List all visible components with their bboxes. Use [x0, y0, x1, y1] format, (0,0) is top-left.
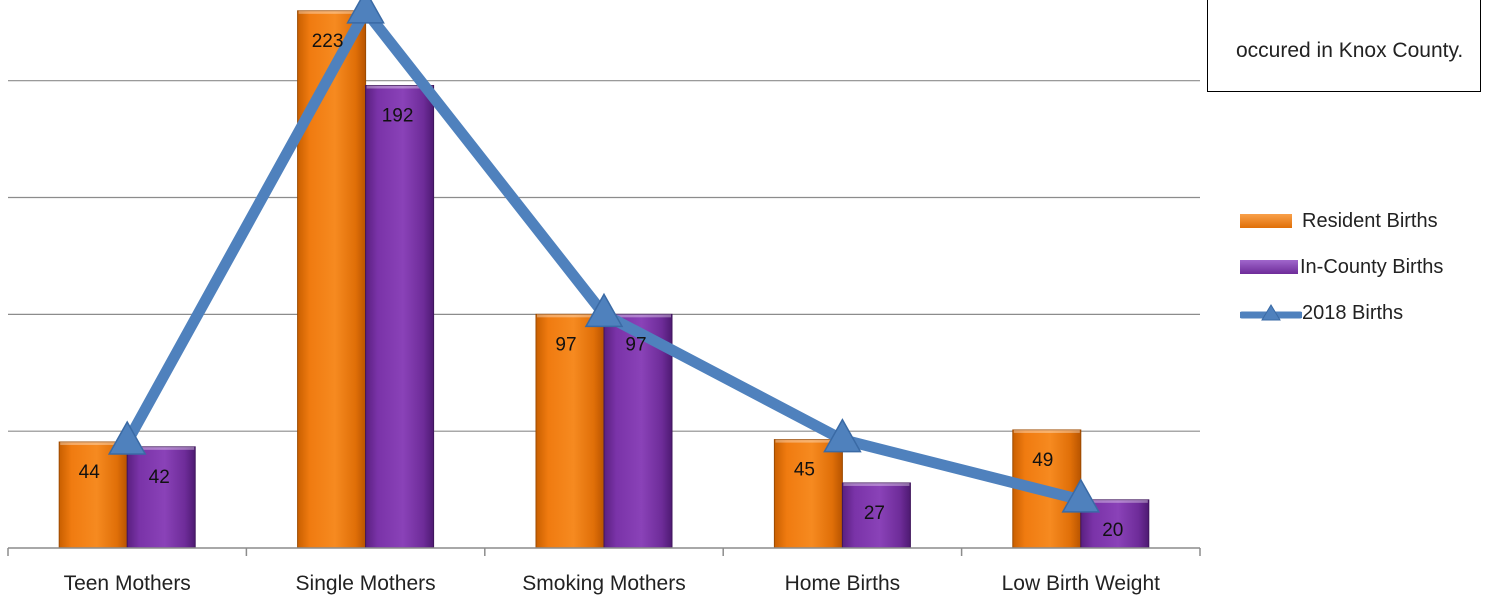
- data-label: 97: [625, 334, 646, 355]
- callout-box: occured in Knox County.: [1207, 0, 1481, 92]
- x-tick-label: Single Mothers: [296, 572, 436, 595]
- callout-text: occured in Knox County.: [1236, 39, 1464, 62]
- data-labels: 44 223 97 45 49 42 192 97 27 20: [79, 31, 1124, 541]
- data-label: 49: [1032, 450, 1053, 471]
- bar-in-county-births: [603, 313, 673, 549]
- x-tick-label: Home Births: [785, 572, 901, 595]
- legend-swatch-orange-bar: [1240, 214, 1292, 228]
- bar-highlight: [843, 482, 910, 486]
- bar-in-county-births: [365, 84, 435, 549]
- legend-item-2018-births: 2018 Births: [1240, 290, 1443, 336]
- data-label: 44: [79, 462, 101, 483]
- legend-swatch-purple-bar: [1240, 260, 1298, 274]
- line-marker-triangle: [584, 292, 624, 328]
- x-tick-label: Teen Mothers: [64, 572, 191, 595]
- legend-label: Resident Births: [1302, 209, 1438, 232]
- bar-in-county-births: [126, 446, 196, 549]
- bar-highlight: [775, 439, 842, 443]
- legend-label: 2018 Births: [1302, 301, 1404, 324]
- legend-item-in-county-births: In-County Births: [1240, 244, 1443, 290]
- data-label: 97: [555, 334, 576, 355]
- bar-highlight: [537, 314, 603, 318]
- bar-resident-births: [297, 10, 367, 549]
- bar-highlight: [1013, 429, 1080, 433]
- x-tick-label: Low Birth Weight: [1002, 572, 1161, 595]
- data-label: 192: [382, 105, 414, 126]
- bar-highlight: [128, 446, 195, 450]
- bar-highlight: [60, 442, 127, 446]
- bar-highlight: [298, 10, 365, 14]
- bar-resident-births: [58, 441, 128, 549]
- bar-highlight: [1081, 499, 1148, 503]
- legend-item-resident-births: Resident Births: [1240, 198, 1443, 244]
- line-series: [107, 0, 1101, 513]
- line-marker-triangle: [823, 418, 862, 453]
- line-marker-triangle: [1061, 478, 1101, 513]
- line-marker-triangle: [107, 420, 147, 455]
- data-label: 223: [312, 31, 344, 52]
- legend-swatch-line-triangle: [1240, 304, 1302, 321]
- x-tick-label: Smoking Mothers: [522, 572, 685, 595]
- bars: [58, 10, 1150, 549]
- x-axis: Teen Mothers Single Mothers Smoking Mother…: [7, 547, 1201, 595]
- legend-label: In-County Births: [1300, 255, 1444, 278]
- legend: Resident Births In-County Births 2018 Bi…: [1240, 198, 1443, 336]
- data-label: 42: [149, 467, 170, 488]
- data-label: 20: [1102, 520, 1123, 541]
- data-label: 27: [864, 503, 885, 524]
- bar-highlight: [605, 314, 671, 318]
- data-label: 45: [794, 460, 815, 481]
- bar-resident-births: [773, 439, 843, 549]
- line-marker-triangle: [346, 0, 385, 24]
- bar-in-county-births: [841, 482, 911, 549]
- bar-highlight: [366, 85, 433, 89]
